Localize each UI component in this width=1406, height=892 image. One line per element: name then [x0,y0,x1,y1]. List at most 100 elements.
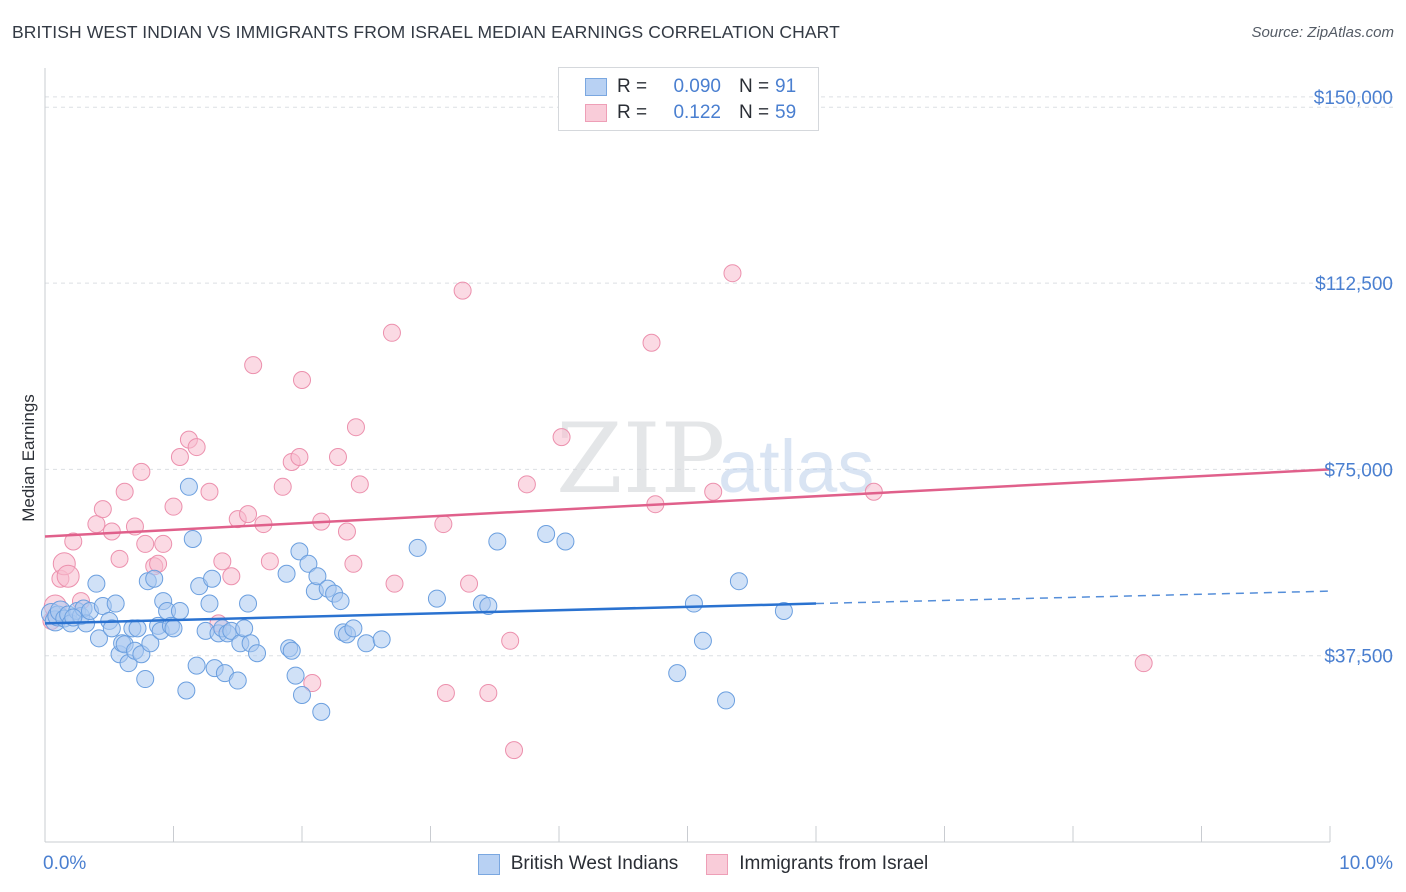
british-west-indian-point [106,594,125,613]
british-west-indian-point [312,702,331,721]
british-west-indian-point [89,629,108,648]
israel-point [64,532,83,551]
israel-point [350,475,369,494]
y-tick-label: $37,500 [1324,647,1393,668]
israel-point [244,356,263,375]
israel-point [434,515,453,534]
israel-point [149,554,168,573]
legend-item-immigrants-from-israel[interactable]: Immigrants from Israel [706,852,928,876]
israel-point [723,264,742,283]
israel-point [273,477,292,496]
british-west-indian-point [164,619,183,638]
israel-point [303,674,322,693]
israel-point [115,482,134,501]
israel-point [132,462,151,481]
legend-item-british-west-indians[interactable]: British West Indians [477,852,679,876]
legend-swatch-pink [706,853,729,875]
israel-point [505,741,524,760]
trend-layer [44,468,1331,625]
series-israel-points [42,264,1153,760]
israel-point [110,549,129,568]
israel-point [436,683,455,702]
israel-point [154,534,173,553]
british-west-indian-point [141,634,160,653]
israel-point [460,574,479,593]
israel-point [385,574,404,593]
israel-point [642,333,661,352]
source-label: Source: ZipAtlas.com [1251,24,1394,41]
legend-row-blue: R = 0.090 N = 91 [585,75,796,99]
british-west-indian-point [717,691,736,710]
israel-point [170,448,189,466]
british-west-indian-point [145,569,164,588]
israel-point [213,552,232,571]
british-west-indian-point [177,681,196,700]
trend-line-british-west-indians-extension [815,590,1331,605]
british-west-indian-point [235,619,254,638]
correlation-legend: R = 0.090 N = 91 R = 0.122 N = 59 [558,67,819,131]
legend-n-label: N = [739,76,770,97]
israel-point [290,448,309,466]
israel-point [552,428,571,447]
british-west-indian-point [203,569,222,588]
british-west-indian-point [179,477,198,496]
israel-point [453,281,472,300]
legend-swatch-pink [585,104,607,122]
british-west-indian-point [427,589,446,608]
british-west-indian-point [668,664,687,683]
axis-layer [44,68,1331,843]
british-west-indian-point [774,602,793,620]
legend-label-british-west-indians: British West Indians [510,853,679,874]
trend-line-immigrants-from-israel [44,468,1331,538]
british-west-indian-point [248,644,267,663]
british-west-indian-point [136,670,155,689]
british-west-indian-point [277,564,296,583]
legend-r-value: 0.122 [673,102,721,123]
british-west-indian-point [228,671,247,690]
british-west-indian-point [290,542,309,561]
israel-point [382,323,401,342]
british-west-indian-point [299,554,318,573]
british-west-indian-point [293,685,311,704]
israel-point [260,552,279,571]
british-west-indian-point [372,630,391,649]
series-legend: British West Indians Immigrants from Isr… [0,852,1406,876]
israel-point [239,505,258,524]
british-west-indian-point [308,567,327,586]
israel-point [222,567,241,586]
israel-point [328,448,347,466]
legend-r-value: 0.090 [673,76,721,97]
legend-r-label: R = [617,76,648,97]
british-west-indian-point [488,532,507,551]
legend-n-value: 59 [775,102,797,123]
israel-point [56,564,80,588]
y-tick-label: $75,000 [1324,460,1393,481]
british-west-indian-point [286,666,305,685]
british-west-indian-point [183,529,202,548]
trend-line-british-west-indians [44,602,817,625]
israel-point [337,522,356,541]
legend-n-label: N = [739,102,770,123]
legend-swatch-blue [477,853,500,875]
israel-point [704,482,723,501]
british-west-indian-point [729,572,748,591]
israel-point [344,554,363,573]
israel-point [136,534,155,553]
legend-r-label: R = [617,102,648,123]
israel-point [479,683,498,702]
label-layer: $37,500 $75,000 $112,500 $150,000 0.0% 10.0% [43,88,1393,874]
x-tick-label: 0.0% [43,853,86,874]
israel-point [164,497,183,516]
grid-layer [45,96,1395,657]
british-west-indian-point [87,574,106,593]
british-west-indian-point [344,619,363,638]
israel-point [501,631,520,650]
y-axis-title: Median Earnings [19,394,38,522]
chart-title: BRITISH WEST INDIAN VS IMMIGRANTS FROM I… [12,22,840,42]
israel-point [517,475,536,494]
legend-n-value: 91 [775,76,797,97]
israel-point [346,418,365,437]
british-west-indian-point [357,634,376,653]
british-west-indian-point [537,525,556,543]
